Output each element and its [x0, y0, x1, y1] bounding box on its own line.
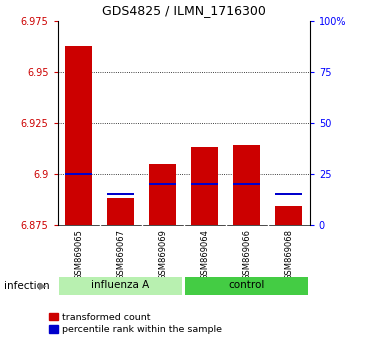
Text: GSM869069: GSM869069	[158, 229, 167, 280]
Bar	[233, 145, 260, 225]
Bar	[59, 277, 182, 295]
Bar	[275, 206, 302, 225]
Text: GSM869068: GSM869068	[284, 229, 293, 280]
Text: infection: infection	[4, 281, 49, 291]
Bar	[107, 198, 134, 225]
Text: GSM869065: GSM869065	[74, 229, 83, 280]
Text: ▶: ▶	[39, 281, 46, 291]
Bar	[149, 183, 176, 185]
Text: control: control	[229, 280, 265, 291]
Bar	[191, 147, 219, 225]
Text: GSM869064: GSM869064	[200, 229, 209, 280]
Title: GDS4825 / ILMN_1716300: GDS4825 / ILMN_1716300	[102, 4, 266, 17]
Bar	[65, 173, 92, 175]
Bar	[233, 183, 260, 185]
Bar	[149, 164, 176, 225]
Bar	[65, 46, 92, 225]
Text: GSM869067: GSM869067	[116, 229, 125, 280]
Bar	[107, 193, 134, 195]
Legend: transformed count, percentile rank within the sample: transformed count, percentile rank withi…	[49, 313, 221, 334]
Bar	[275, 193, 302, 195]
Bar	[191, 183, 219, 185]
Text: influenza A: influenza A	[91, 280, 150, 291]
Text: GSM869066: GSM869066	[242, 229, 251, 280]
Bar	[186, 277, 308, 295]
